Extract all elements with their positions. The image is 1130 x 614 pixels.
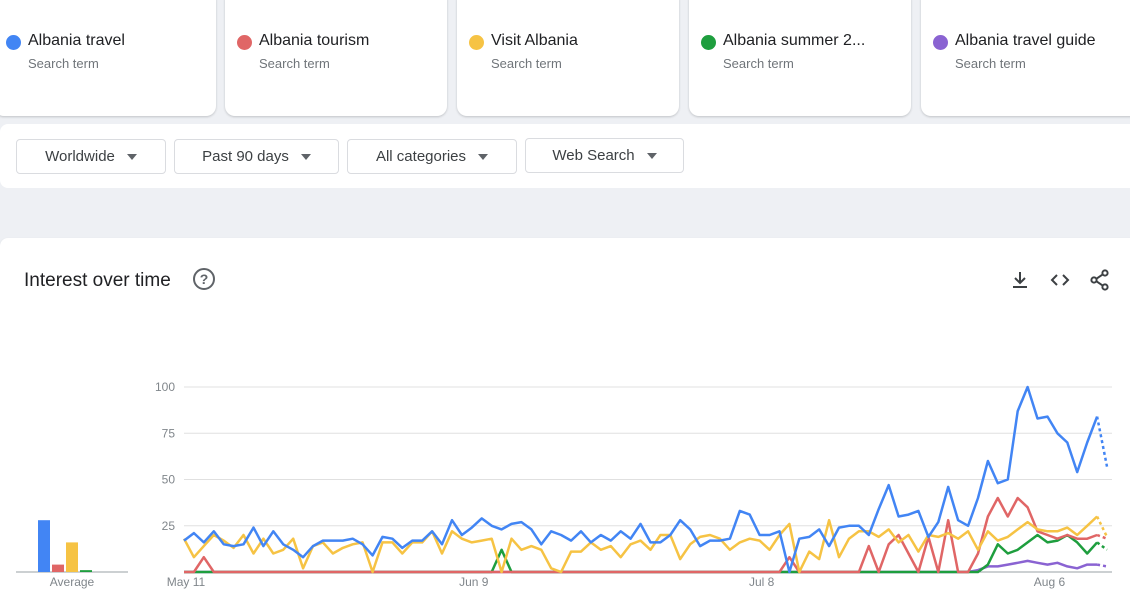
- term-type: Search term: [955, 56, 1026, 71]
- interest-chart: 100 75 50 25 May 11 Jun 9 Jul 8 Aug 6 Average: [16, 380, 1112, 589]
- series-line: [182, 515, 1098, 574]
- term-card-albania-summer[interactable]: Albania summer 2... Search term: [689, 0, 911, 116]
- time-range-dropdown-label: Past 90 days: [202, 148, 289, 165]
- average-bar: [38, 520, 50, 572]
- region-dropdown-label: Worldwide: [45, 148, 115, 165]
- term-label[interactable]: Albania travel: [28, 32, 125, 49]
- caret-down-icon: [300, 153, 311, 160]
- term-type: Search term: [259, 56, 330, 71]
- category-dropdown[interactable]: All categories: [347, 139, 517, 174]
- series-color-dot: [237, 35, 252, 50]
- y-tick-label: 50: [162, 473, 176, 487]
- code-icon[interactable]: [1048, 268, 1072, 292]
- caret-down-icon: [478, 153, 489, 160]
- interest-over-time-panel: Interest over time ? 100 75 50 25 May 11 Jun…: [0, 238, 1130, 614]
- series-color-dot: [701, 35, 716, 50]
- y-tick-label: 75: [162, 426, 176, 440]
- term-type: Search term: [491, 56, 562, 71]
- series-partial-segment: [1096, 533, 1108, 540]
- region-dropdown[interactable]: Worldwide: [16, 139, 166, 174]
- series-lines: [182, 385, 1109, 574]
- caret-down-icon: [126, 153, 137, 160]
- x-tick-label: Jun 9: [459, 575, 489, 589]
- term-label[interactable]: Albania travel guide: [955, 32, 1096, 49]
- average-bar: [52, 564, 64, 572]
- term-type: Search term: [723, 56, 794, 71]
- series-color-dot: [469, 35, 484, 50]
- term-card-albania-tourism[interactable]: Albania tourism Search term: [225, 0, 447, 116]
- category-dropdown-label: All categories: [375, 148, 467, 165]
- average-label: Average: [50, 575, 95, 589]
- term-label[interactable]: Albania summer 2...: [723, 32, 866, 49]
- series-partial-segment: [1095, 416, 1109, 467]
- time-range-dropdown[interactable]: Past 90 days: [174, 139, 339, 174]
- chart-y-ticks: 100 75 50 25: [155, 380, 175, 533]
- average-bar: [66, 542, 78, 572]
- series-color-dot: [6, 35, 21, 50]
- x-tick-label: Jul 8: [749, 575, 775, 589]
- chart-x-ticks: May 11 Jun 9 Jul 8 Aug 6: [167, 575, 1066, 589]
- series-line: [184, 496, 1098, 574]
- series-line: [184, 559, 1098, 574]
- filter-bar: Worldwide Past 90 days All categories We…: [0, 124, 1130, 188]
- term-card-albania-travel-guide[interactable]: Albania travel guide Search term: [921, 0, 1130, 116]
- term-card-visit-albania[interactable]: Visit Albania Search term: [457, 0, 679, 116]
- series-partial-segment: [1096, 563, 1108, 568]
- series-color-dot: [933, 35, 948, 50]
- term-card-albania-travel[interactable]: Albania travel Search term: [0, 0, 216, 116]
- average-bar: [80, 570, 92, 572]
- x-tick-label: Aug 6: [1034, 575, 1066, 589]
- help-circle-icon[interactable]: ?: [193, 268, 215, 290]
- term-label[interactable]: Visit Albania: [491, 32, 578, 49]
- search-type-dropdown-label: Web Search: [552, 147, 635, 164]
- series-line: [183, 385, 1099, 574]
- download-icon[interactable]: [1008, 268, 1032, 292]
- term-label[interactable]: Albania tourism: [259, 32, 370, 49]
- average-bars: Average: [16, 520, 128, 589]
- search-term-cards: Albania travel Search term Albania touri…: [0, 0, 1130, 116]
- panel-title: Interest over time: [24, 270, 171, 291]
- share-icon[interactable]: [1088, 268, 1112, 292]
- x-tick-label: May 11: [167, 575, 206, 589]
- y-tick-label: 100: [155, 380, 175, 394]
- caret-down-icon: [646, 152, 657, 159]
- term-type: Search term: [28, 56, 99, 71]
- series-partial-segment: [1095, 515, 1109, 538]
- y-tick-label: 25: [162, 519, 176, 533]
- search-type-dropdown[interactable]: Web Search: [525, 138, 684, 173]
- series-partial-segment: [1096, 541, 1108, 551]
